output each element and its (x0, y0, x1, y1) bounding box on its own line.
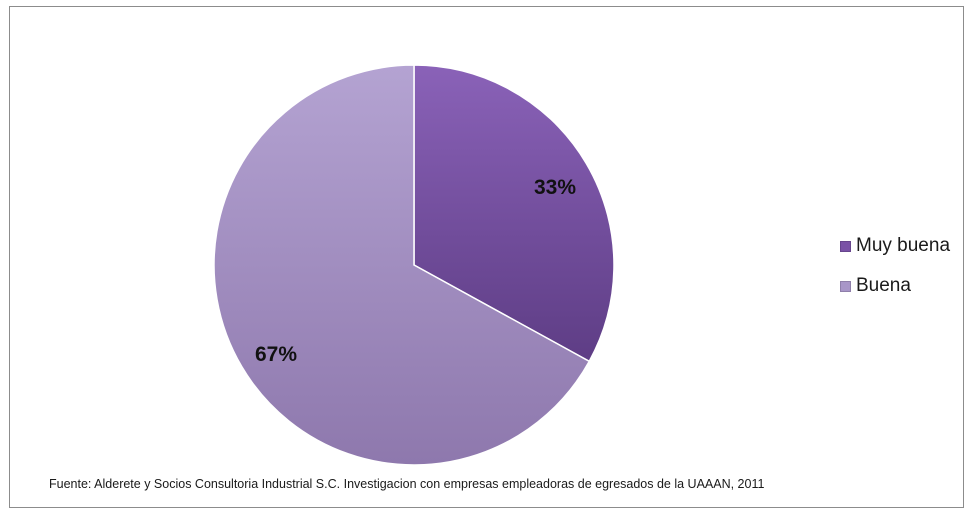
legend-label-buena: Buena (856, 275, 911, 296)
legend-item-muy-buena: Muy buena (840, 232, 950, 260)
data-label-muy-buena: 33% (534, 176, 576, 199)
pie-slice-muy-buena (413, 64, 615, 363)
data-label-buena: 67% (255, 343, 297, 366)
legend-swatch-muy-buena (840, 240, 851, 252)
legend-item-buena: Buena (840, 272, 950, 300)
pie-slice-buena (213, 64, 591, 466)
legend-swatch-buena (840, 280, 851, 292)
source-note: Fuente: Alderete y Socios Consultoria In… (49, 477, 765, 491)
legend-label-muy-buena: Muy buena (856, 235, 951, 256)
legend: Muy buena Buena (840, 232, 950, 312)
